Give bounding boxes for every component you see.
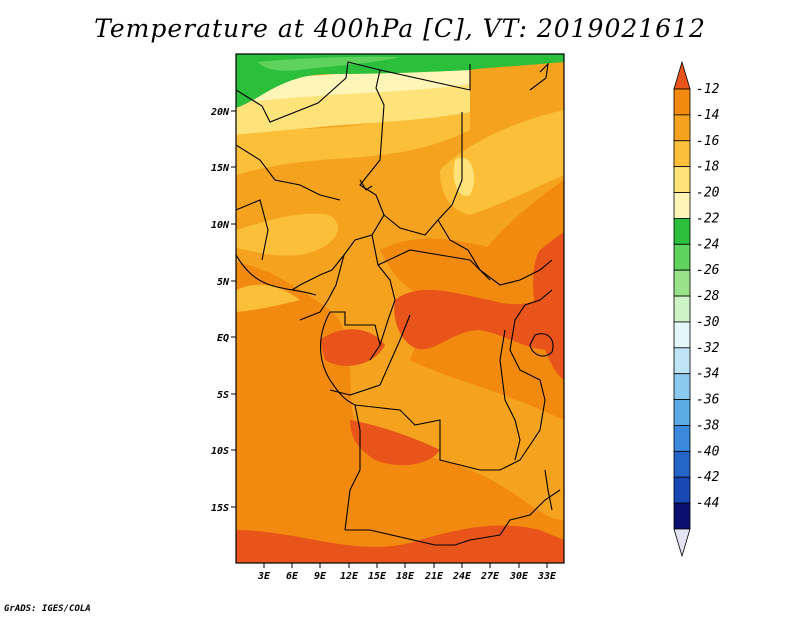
colorbar-swatch: [673, 166, 691, 193]
lon-tick-label: 9E: [314, 571, 327, 582]
field-patch-light-green: [258, 56, 400, 71]
coast-gulf-guinea: [236, 254, 317, 296]
colorbar-label: -42: [696, 470, 720, 485]
lake-chad: [359, 179, 373, 191]
lon-tick-label: 21E: [424, 571, 444, 582]
colorbar-swatch: [673, 321, 691, 349]
border-east: [480, 289, 553, 471]
field-region-yellow-coast: [236, 284, 300, 312]
colorbar-label: -14: [696, 108, 719, 123]
lon-tick-label: 12E: [340, 571, 359, 582]
field-region-orange-sw: [236, 262, 564, 563]
border-angola-drc: [354, 404, 481, 471]
field-patch-warm-west: [320, 329, 385, 366]
colorbar-label: -44: [696, 496, 719, 511]
colorbar-label: -40: [696, 444, 720, 459]
colorbar-swatch: [673, 373, 691, 400]
colorbar-label: -36: [696, 393, 720, 408]
border-congo: [329, 314, 411, 396]
lat-tick-label: 10S: [211, 446, 229, 457]
border-namibia: [345, 529, 501, 546]
colorbar-swatch: [673, 140, 691, 168]
field-patch-warm-central: [394, 289, 564, 350]
field-band-cream: [236, 64, 470, 104]
colorbar-label: -22: [696, 211, 720, 226]
lon-tick-label: 33E: [537, 571, 557, 582]
lon-tick-label: 24E: [452, 571, 472, 582]
colorbar-swatch: [673, 502, 691, 530]
lat-tick-label: 5S: [217, 390, 229, 401]
map-frame: [235, 53, 565, 564]
lon-tick-label: 27E: [480, 571, 500, 582]
colorbar-swatch: [673, 425, 691, 452]
lat-tick-label: 20N: [210, 107, 230, 118]
colorbar-label: -32: [696, 341, 720, 356]
colorbar-swatch: [673, 243, 691, 271]
nile-delta: [529, 62, 549, 91]
border-chad-car: [383, 214, 439, 236]
colorbar-swatch: [673, 295, 691, 323]
colorbar-swatch: [673, 347, 691, 375]
field-patch-cool-sudan: [453, 157, 475, 196]
colorbar-label: -18: [696, 160, 720, 175]
colorbar-arrow-top: [673, 60, 691, 90]
border-sudan: [437, 112, 553, 286]
lon-axis: 3E 6E 9E 12E 15E 18E 21E 24E 27E 30E 33E: [257, 563, 557, 582]
field-region-yellow-west: [236, 213, 339, 256]
temperature-field: [236, 54, 564, 563]
border-libya: [379, 64, 471, 91]
border-mali-burkina: [236, 144, 341, 201]
border-car-drc: [377, 249, 491, 281]
lake-victoria: [529, 333, 554, 357]
lake-tanganyika: [499, 329, 521, 461]
lon-tick-label: 30E: [509, 571, 529, 582]
lon-tick-label: 15E: [368, 571, 387, 582]
field-patch-warm-southern-edge: [236, 525, 564, 563]
field-patch-warm-south: [350, 420, 440, 466]
border-angola-coast: [344, 404, 361, 531]
border-niger-chad: [236, 61, 385, 291]
credit-label: GrADS: IGES/COLA: [4, 604, 91, 614]
lon-tick-label: 3E: [257, 571, 271, 582]
colorbar-label: -26: [696, 263, 720, 278]
colorbar: -12 -14 -16 -18 -20 -22 -24 -26 -28 -30 -32 -34 -36 -…: [673, 60, 720, 558]
lon-tick-label: 18E: [396, 571, 415, 582]
colorbar-arrow-bottom: [673, 528, 691, 558]
lat-tick-label: 5N: [217, 277, 230, 288]
colorbar-label: -34: [696, 367, 719, 382]
colorbar-label: -38: [696, 418, 720, 433]
border-nigeria-cameroon: [299, 254, 345, 321]
lat-tick-label: EQ: [217, 333, 229, 344]
colorbar-label: -28: [696, 289, 720, 304]
chart-title: Temperature at 400hPa [C], VT: 201902161…: [94, 14, 706, 43]
coast-gabon-congo: [319, 311, 356, 406]
lake-malawi: [544, 469, 553, 511]
lat-tick-label: 15N: [211, 163, 230, 174]
lat-tick-label: 15S: [211, 503, 229, 514]
colorbar-swatch: [673, 218, 691, 245]
colorbar-swatch: [673, 399, 691, 426]
colorbar-label: -16: [696, 134, 720, 149]
colorbar-label: -20: [696, 186, 720, 201]
border-zambia-south: [499, 489, 561, 536]
colorbar-swatch: [673, 192, 691, 219]
colorbar-label: -30: [696, 315, 720, 330]
colorbar-swatch: [673, 476, 691, 504]
colorbar-swatch: [673, 450, 691, 478]
colorbar-swatch: [673, 88, 691, 116]
colorbar-label: -24: [696, 237, 719, 252]
lat-axis: 20N 15N 10N 5N EQ 5S 10S 15S: [210, 107, 236, 514]
border-gabon: [330, 311, 381, 346]
lat-tick-label: 10N: [211, 220, 230, 231]
country-borders: [236, 61, 561, 546]
colorbar-swatch: [673, 114, 691, 142]
border-ghana-togo: [236, 199, 269, 261]
colorbar-label: -12: [696, 82, 720, 97]
colorbar-swatch: [673, 269, 691, 297]
lon-tick-label: 6E: [286, 571, 299, 582]
